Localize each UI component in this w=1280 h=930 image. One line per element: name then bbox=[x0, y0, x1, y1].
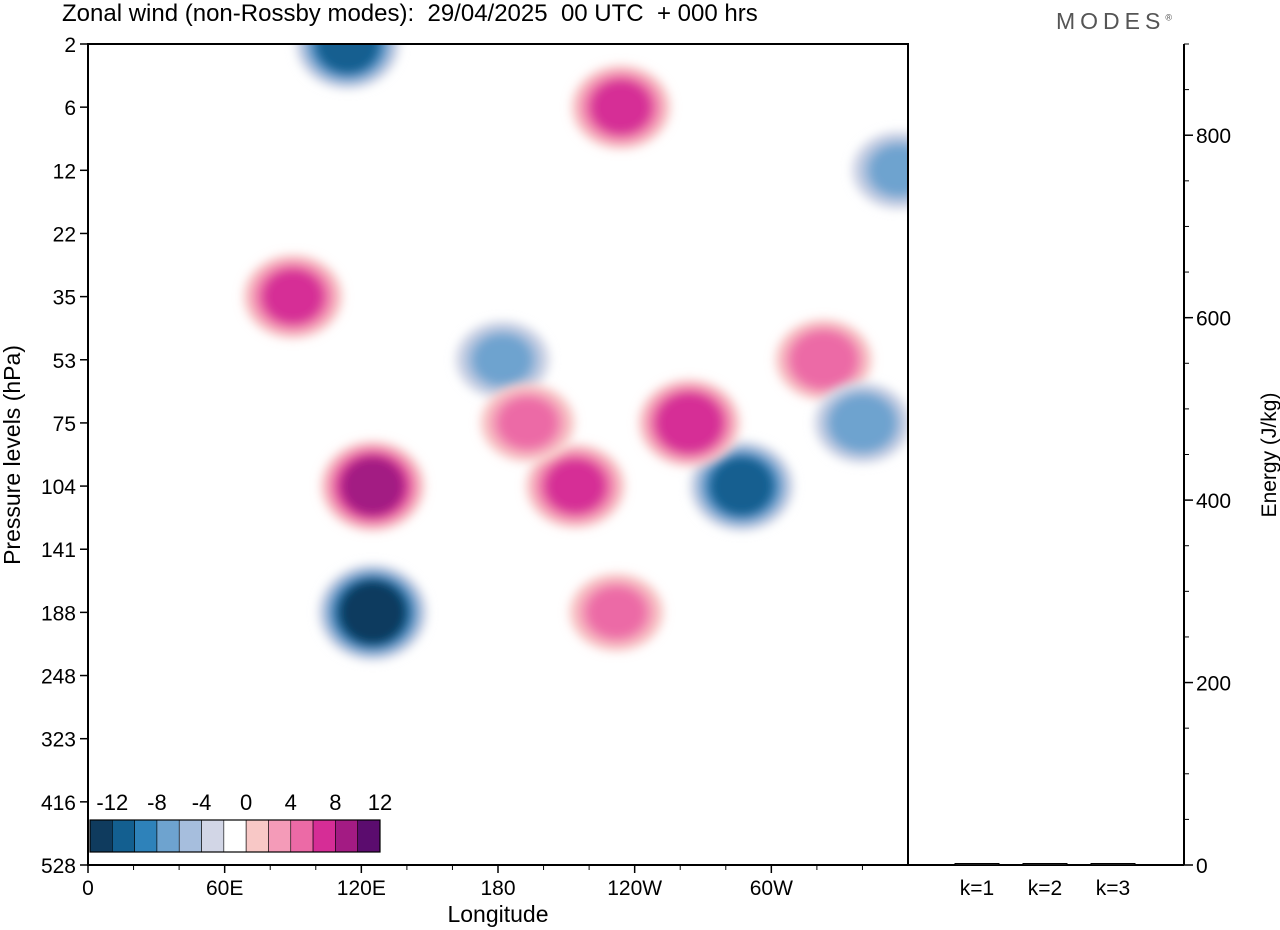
x-tick-label: 0 bbox=[82, 877, 94, 900]
y-tick-label: 6 bbox=[64, 97, 76, 120]
colorbar-swatch bbox=[112, 819, 135, 853]
wind-feature bbox=[569, 573, 664, 652]
wind-contour bbox=[497, 397, 558, 449]
y-tick-label: 53 bbox=[53, 350, 76, 373]
wind-contour bbox=[790, 330, 858, 389]
x-tick-label: 180 bbox=[480, 877, 515, 900]
colorbar-label: 12 bbox=[368, 790, 392, 815]
colorbar-legend: -12 -8 -4 0 4 8 12 bbox=[89, 790, 392, 853]
wind-contour bbox=[586, 586, 647, 639]
wind-feature bbox=[571, 65, 671, 150]
wind-contour bbox=[316, 44, 379, 73]
wind-contour bbox=[339, 581, 406, 644]
colorbar-swatch bbox=[290, 819, 314, 853]
wind-contour bbox=[869, 144, 908, 196]
colorbar-label: 4 bbox=[285, 790, 297, 815]
y-tick-label: 528 bbox=[41, 855, 76, 878]
modes-logo: MODES® bbox=[1056, 8, 1172, 35]
chart-title: Zonal wind (non-Rossby modes): 29/04/202… bbox=[62, 0, 758, 27]
colorbar-swatch bbox=[134, 819, 158, 853]
energy-tick-label: 0 bbox=[1196, 855, 1208, 878]
wind-contour bbox=[262, 269, 324, 324]
colorbar-swatch bbox=[245, 819, 269, 853]
energy-tick-label: 200 bbox=[1196, 673, 1231, 696]
x-tick-label: 120W bbox=[607, 877, 662, 900]
colorbar-swatch bbox=[312, 819, 336, 853]
heatmap-field bbox=[243, 44, 908, 661]
plot-frame bbox=[87, 43, 909, 866]
y-tick-label: 248 bbox=[41, 666, 76, 689]
colorbar-swatch bbox=[178, 819, 202, 853]
y-tick-label: 22 bbox=[53, 223, 76, 246]
y-tick-label: 104 bbox=[41, 476, 76, 499]
x-tick-label: 60E bbox=[206, 877, 243, 900]
wind-feature bbox=[295, 44, 400, 89]
energy-tick-label: 600 bbox=[1196, 308, 1231, 331]
energy-category-label: k=3 bbox=[1096, 877, 1130, 900]
energy-axis-label: Energy (J/kg) bbox=[1258, 393, 1280, 518]
colorbar-swatch bbox=[156, 819, 180, 853]
colorbar-swatch bbox=[89, 819, 113, 853]
wind-feature bbox=[455, 320, 550, 399]
y-tick-label: 75 bbox=[53, 413, 76, 436]
wind-contour bbox=[590, 80, 652, 135]
colorbar-swatch bbox=[335, 819, 358, 853]
colorbar-swatch bbox=[268, 819, 292, 853]
x-tick-label: 60W bbox=[750, 877, 793, 900]
energy-category-label: k=1 bbox=[960, 877, 994, 900]
y-tick-label: 2 bbox=[64, 34, 76, 57]
colorbar-label: -4 bbox=[192, 790, 212, 815]
wind-feature bbox=[689, 441, 794, 532]
wind-feature bbox=[851, 131, 908, 210]
registered-mark: ® bbox=[1165, 12, 1172, 23]
wind-feature bbox=[814, 382, 908, 464]
colorbar-swatch bbox=[357, 819, 381, 853]
y-tick-label: 323 bbox=[41, 729, 76, 752]
wind-feature bbox=[525, 444, 626, 529]
wind-feature bbox=[320, 441, 425, 532]
energy-bar-chart: 0 200 400 600 800 k=1 k=2 k=3 bbox=[908, 43, 1231, 900]
energy-bar bbox=[954, 863, 1000, 866]
energy-category-label: k=2 bbox=[1028, 877, 1062, 900]
wind-feature bbox=[480, 383, 575, 462]
wind-contour bbox=[341, 457, 404, 516]
energy-tick-label: 400 bbox=[1196, 490, 1231, 513]
wind-feature bbox=[775, 319, 873, 401]
wind-contour bbox=[655, 392, 723, 454]
colorbar-label: -8 bbox=[147, 790, 167, 815]
wind-feature bbox=[638, 379, 741, 467]
energy-tick-label: 800 bbox=[1196, 125, 1231, 148]
energy-bar bbox=[1022, 863, 1068, 866]
wind-feature bbox=[243, 254, 343, 339]
y-tick-label: 141 bbox=[41, 539, 76, 562]
wind-contour bbox=[472, 334, 533, 386]
wind-contour bbox=[710, 457, 773, 516]
x-axis-label: Longitude bbox=[447, 901, 548, 927]
brand-text: MODES bbox=[1056, 8, 1166, 34]
y-tick-label: 35 bbox=[53, 287, 76, 310]
y-tick-label: 416 bbox=[41, 792, 76, 815]
y-tick-label: 188 bbox=[41, 602, 76, 625]
wind-contour bbox=[828, 393, 896, 452]
colorbar-swatch bbox=[201, 819, 225, 853]
colorbar-frame bbox=[89, 819, 381, 853]
y-axis-label: Pressure levels (hPa) bbox=[0, 345, 25, 565]
colorbar-swatch bbox=[223, 819, 247, 853]
x-tick-label: 120E bbox=[337, 877, 386, 900]
wind-contour bbox=[545, 459, 606, 514]
energy-bar bbox=[1090, 863, 1136, 866]
colorbar-label: 8 bbox=[329, 790, 341, 815]
wind-feature bbox=[318, 564, 428, 661]
colorbar-label: -12 bbox=[96, 790, 128, 815]
colorbar-label: 0 bbox=[240, 790, 252, 815]
y-tick-label: 12 bbox=[53, 160, 76, 183]
